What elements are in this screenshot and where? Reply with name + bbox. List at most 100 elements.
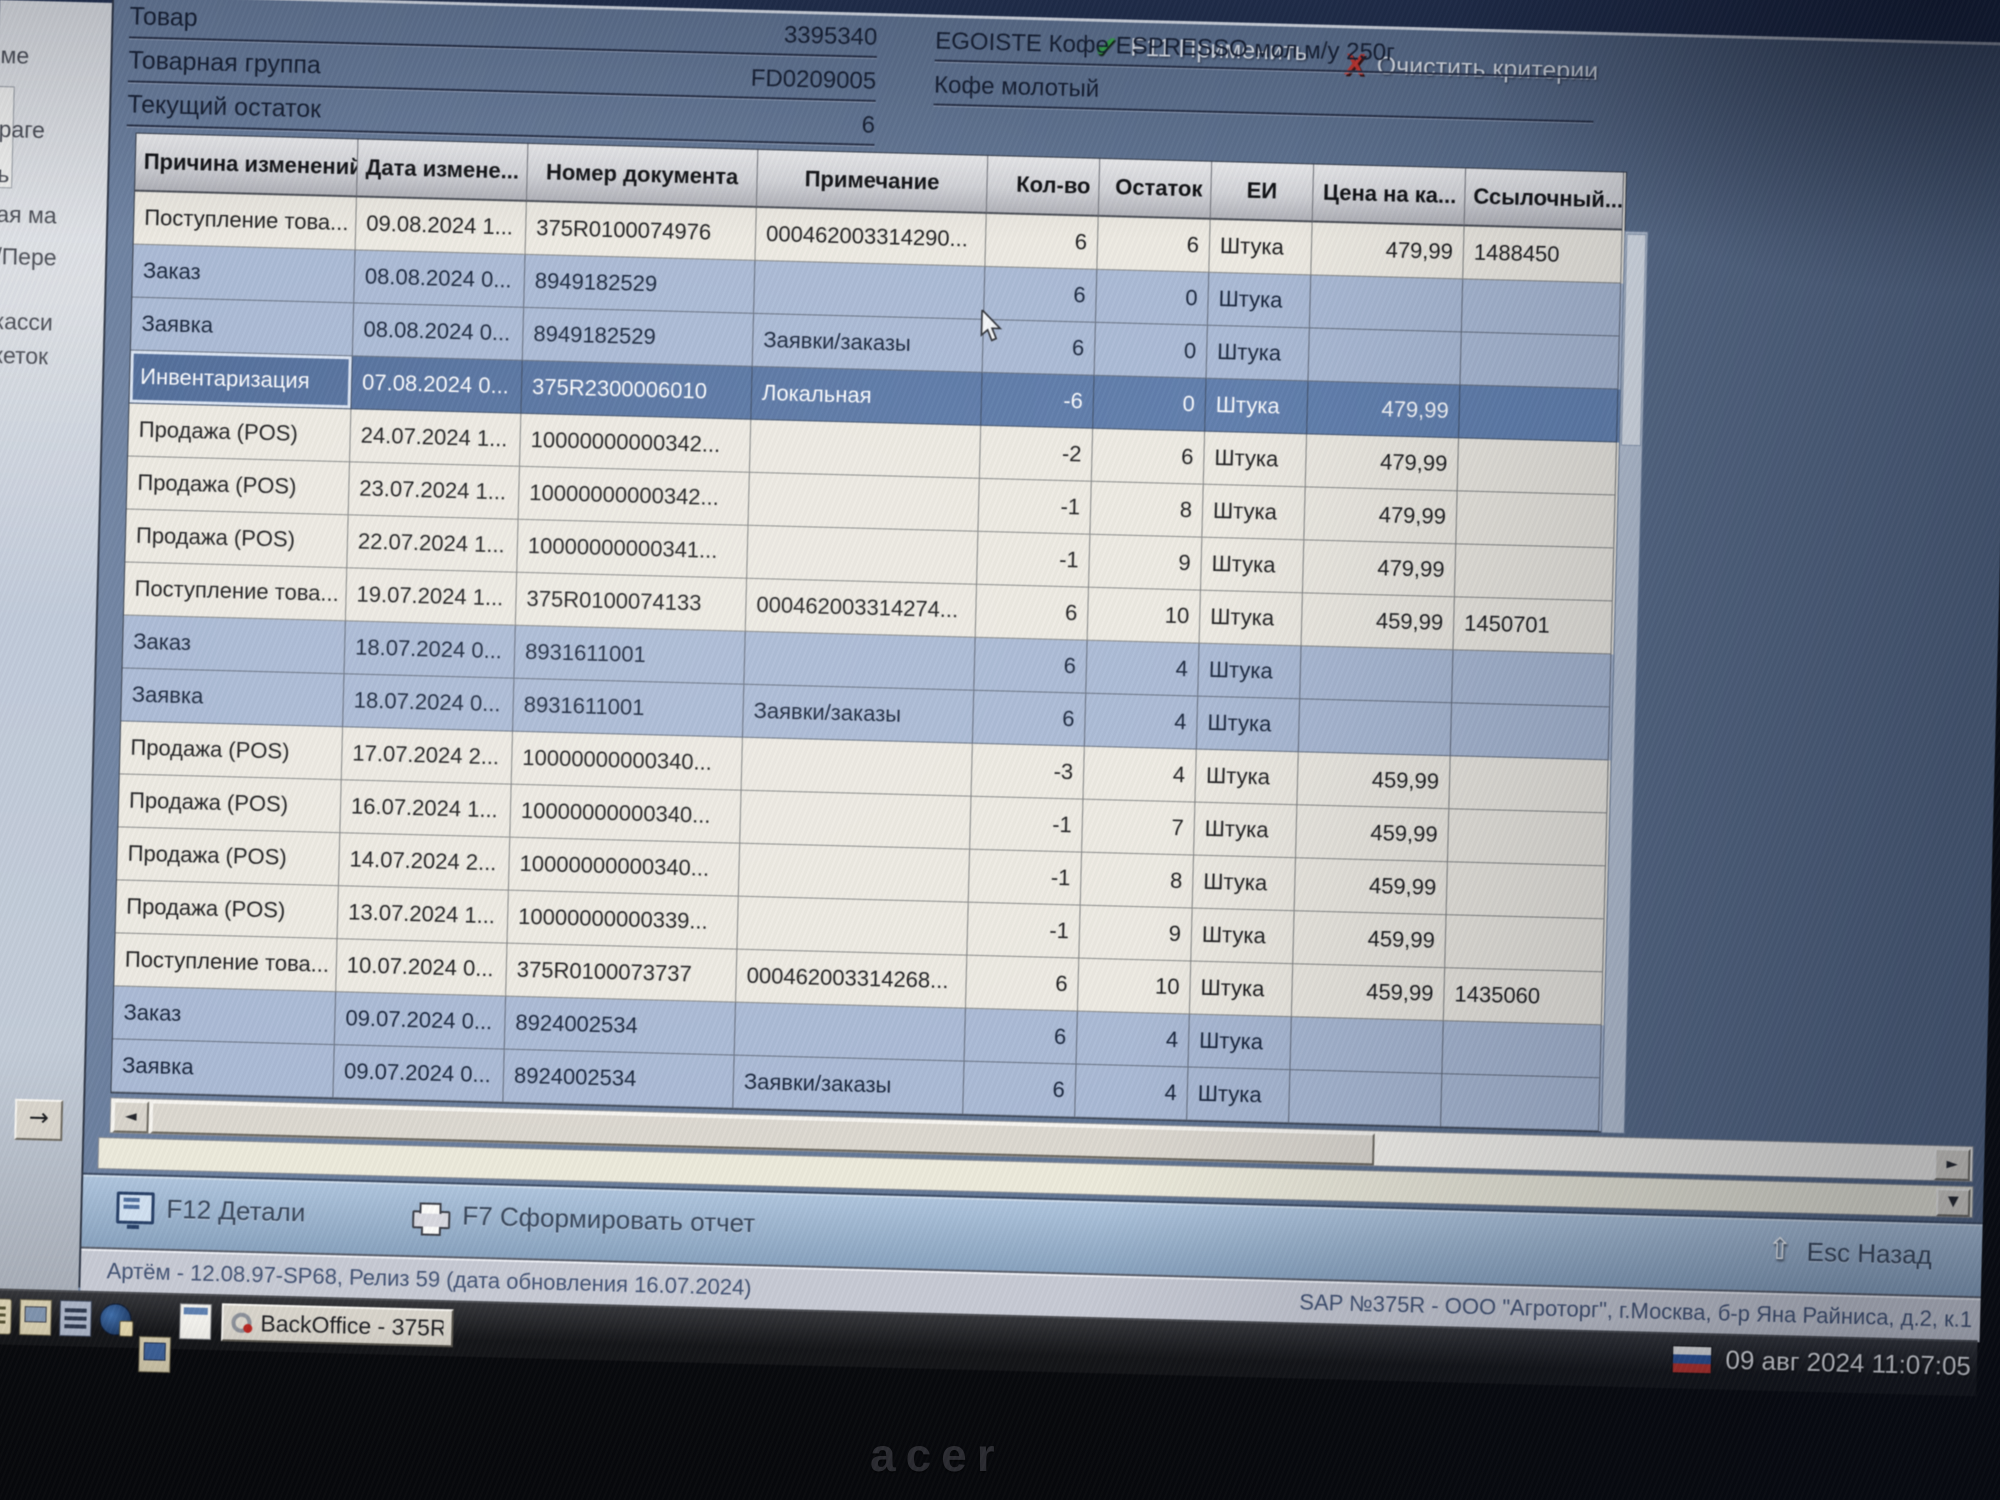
cell-date: 18.07.2024 0...	[343, 674, 515, 732]
col-header-rest[interactable]: Остаток	[1098, 158, 1213, 220]
backoffice-task-button[interactable]: BackOffice - 375R,...	[220, 1303, 454, 1348]
col-header-note[interactable]: Примечание	[756, 149, 989, 214]
cell-date: 13.07.2024 1...	[337, 886, 509, 944]
cell-ref	[1460, 332, 1620, 390]
report-button[interactable]: F7 Сформировать отчет	[412, 1199, 756, 1239]
cell-date: 10.07.2024 0...	[336, 939, 508, 997]
cell-note	[748, 472, 980, 532]
cell-unit: Штука	[1203, 431, 1308, 488]
cell-rest: 0	[1095, 269, 1210, 326]
cell-date: 08.08.2024 0...	[352, 303, 525, 361]
cell-rest: 4	[1075, 1064, 1189, 1121]
col-header-document[interactable]: Номер документа	[526, 143, 759, 208]
cell-price: 459,99	[1301, 593, 1455, 651]
product-code-field[interactable]: 3395340	[783, 21, 878, 51]
cell-ref	[1459, 385, 1619, 443]
movements-table: Причина изменений Дата измене... Номер д…	[110, 132, 1649, 1134]
cell-qty: -6	[981, 372, 1095, 429]
cell-rest: 4	[1076, 1011, 1190, 1068]
cell-price: 459,99	[1295, 805, 1450, 863]
cell-ref	[1445, 915, 1605, 973]
cell-date: 07.08.2024 0...	[351, 356, 523, 414]
cell-ref	[1442, 1021, 1602, 1079]
details-label: F12 Детали	[166, 1193, 306, 1227]
cell-ref	[1449, 756, 1609, 814]
scroll-left-button[interactable]: ◄	[112, 1100, 150, 1134]
cell-rest: 9	[1079, 905, 1193, 962]
cell-reason: Заявка	[111, 1039, 335, 1099]
globe-icon[interactable]	[99, 1303, 132, 1336]
vertical-scroll-thumb[interactable]	[1620, 233, 1647, 447]
cell-reason: Инвентаризация	[129, 350, 353, 410]
col-header-date[interactable]: Дата измене...	[356, 139, 529, 202]
cell-doc: 375R0100074976	[525, 201, 757, 261]
col-header-qty[interactable]: Кол-во	[986, 155, 1101, 217]
cell-rest: 7	[1082, 799, 1196, 856]
cell-note: Заявки/заказы	[733, 1055, 965, 1115]
list-icon[interactable]	[0, 1297, 13, 1335]
image-icon[interactable]	[19, 1298, 52, 1336]
background-text-fragment: ая ма	[0, 200, 57, 229]
details-monitor-icon	[116, 1191, 155, 1225]
cell-note: 000462003314290...	[755, 207, 987, 267]
cell-unit: Штука	[1209, 219, 1313, 276]
back-label: Esc Назад	[1806, 1236, 1933, 1270]
taskbar-clock[interactable]: 09 авг 2024 11:07:05	[1725, 1344, 1972, 1382]
cell-qty: -1	[968, 849, 1083, 906]
cell-ref	[1454, 544, 1615, 602]
stock-label: Текущий остаток	[126, 90, 322, 124]
cell-doc: 8931611001	[514, 625, 746, 685]
background-text-fragment: раге	[0, 116, 46, 144]
cell-reason: Продажа (POS)	[128, 403, 352, 463]
cell-note	[747, 525, 979, 585]
cell-ref	[1440, 1074, 1601, 1132]
cell-reason: Заявка	[130, 297, 355, 357]
col-header-price[interactable]: Цена на ка...	[1312, 164, 1467, 227]
col-header-reason[interactable]: Причина изменений	[135, 133, 359, 198]
back-button[interactable]: ⇧ Esc Назад	[1764, 1232, 1933, 1271]
background-arrow-button[interactable]: →	[14, 1098, 64, 1142]
group-code-field[interactable]: FD0209005	[750, 64, 877, 95]
cell-rest: 10	[1087, 587, 1201, 644]
cell-note: 000462003314268...	[736, 949, 968, 1009]
cell-rest: 6	[1097, 216, 1211, 273]
cell-unit: Штука	[1202, 484, 1306, 541]
cell-date: 18.07.2024 0...	[344, 621, 516, 679]
screen-surface: ме раге ь ая ма/Пере касси кеток → ✔ F11 Прим…	[0, 0, 2000, 1394]
window-icon[interactable]	[179, 1303, 212, 1340]
russian-flag-icon[interactable]	[1671, 1344, 1712, 1374]
cell-date: 24.07.2024 1...	[350, 409, 522, 467]
cell-unit: Штука	[1194, 802, 1298, 859]
background-text-fragment: ме	[0, 42, 30, 69]
cell-qty: 6	[964, 1008, 1078, 1065]
cell-reason: Продажа (POS)	[115, 880, 339, 940]
task-button-label: BackOffice - 375R,...	[260, 1309, 444, 1342]
cell-note	[749, 419, 982, 479]
scroll-down-button[interactable]: ▼	[1935, 1188, 1971, 1217]
cell-doc: 8949182529	[524, 254, 756, 314]
monitor-icon[interactable]	[138, 1336, 172, 1373]
col-header-ref[interactable]: Ссылочный...	[1464, 168, 1625, 231]
cell-unit: Штука	[1192, 855, 1296, 912]
cell-doc: 375R2300006010	[521, 360, 753, 420]
scroll-right-button[interactable]: ►	[1933, 1148, 1971, 1181]
report-printer-icon	[412, 1209, 451, 1229]
cell-qty: -2	[979, 425, 1094, 482]
calculator-icon[interactable]	[59, 1300, 92, 1337]
cell-price: 479,99	[1305, 434, 1460, 492]
cell-doc: 375R0100074133	[515, 572, 748, 632]
stock-value-field[interactable]: 6	[861, 111, 876, 139]
cell-reason: Заказ	[132, 244, 356, 304]
cell-qty: 6	[972, 690, 1087, 747]
cell-unit: Штука	[1205, 378, 1309, 435]
background-text-fragment: кеток	[0, 341, 49, 370]
cell-note	[734, 1002, 966, 1062]
cell-price: 459,99	[1297, 752, 1451, 810]
details-button[interactable]: F12 Детали	[116, 1191, 306, 1228]
cell-reason: Заказ	[112, 986, 337, 1046]
cell-rest: 8	[1090, 481, 1204, 538]
acer-logo: acer	[870, 1429, 1005, 1481]
col-header-unit[interactable]: ЕИ	[1210, 161, 1315, 223]
cell-date: 09.08.2024 1...	[355, 197, 527, 255]
